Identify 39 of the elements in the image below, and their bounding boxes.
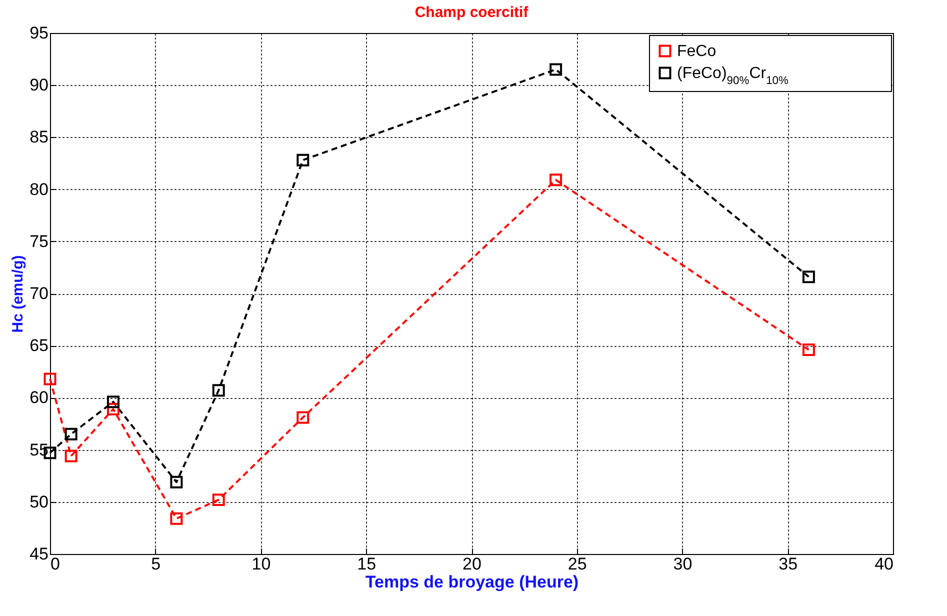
y-tick-label: 60 — [30, 388, 48, 408]
point — [296, 411, 310, 424]
point — [64, 428, 78, 440]
y-tick-label: 70 — [30, 284, 48, 303]
point — [550, 63, 562, 76]
x-tick-label: 35 — [778, 554, 798, 574]
x-axis-title: Temps de broyage (Heure) — [365, 572, 579, 592]
x-tick-label: 20 — [462, 554, 482, 574]
point — [106, 402, 120, 416]
point — [212, 494, 225, 506]
y-tick-label: 50 — [30, 492, 48, 512]
point — [550, 174, 562, 186]
legend-label: (FeCo)$_{90%}$Cr$_{10%}$ — [677, 65, 789, 87]
chart-title: Champ coercitif — [414, 4, 530, 21]
x-tick-label: 15 — [357, 554, 376, 574]
y-tick-label: 85 — [30, 128, 48, 147]
y-tick-label: 95 — [30, 24, 48, 42]
point — [212, 384, 225, 397]
point — [802, 344, 815, 356]
x-tick-label: 25 — [568, 554, 587, 574]
point — [296, 154, 310, 166]
point — [170, 476, 183, 488]
point — [106, 396, 120, 408]
point — [44, 372, 56, 386]
legend-label: FeCo — [677, 43, 716, 60]
x-tick-label: 30 — [673, 554, 692, 574]
y-tick-label: 45 — [30, 544, 48, 564]
x-tick-label: 0 — [50, 554, 60, 574]
y-tick-label: 90 — [30, 76, 48, 95]
point — [64, 450, 78, 462]
x-tick-label: 5 — [151, 554, 161, 574]
point — [170, 512, 183, 525]
y-tick-label: 65 — [30, 336, 48, 356]
x-tick-label: 40 — [874, 554, 894, 574]
y-tick-label: 80 — [30, 180, 48, 199]
y-axis-title: Hc (emu/g) — [10, 255, 27, 333]
x-tick-label: 10 — [252, 554, 271, 574]
y-tick-label: 75 — [30, 232, 48, 251]
point — [802, 270, 815, 284]
